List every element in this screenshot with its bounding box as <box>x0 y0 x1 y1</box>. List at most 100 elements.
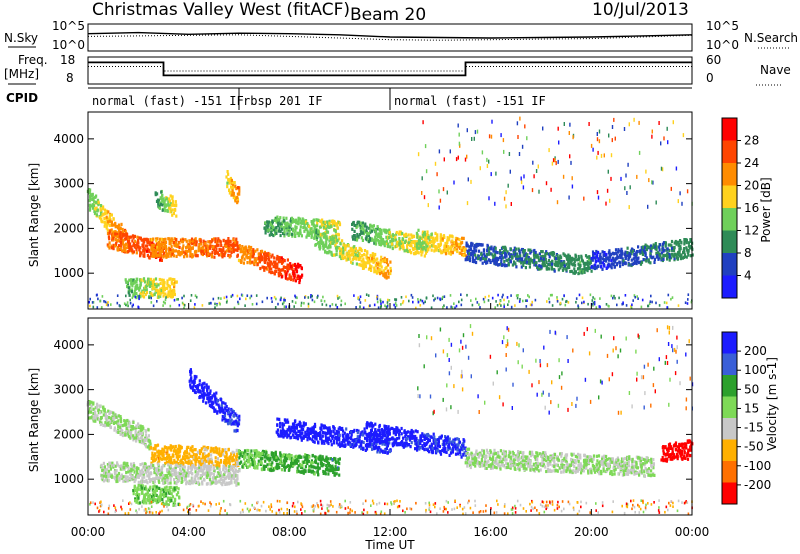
scatter-cell <box>303 455 306 459</box>
scatter-cell <box>556 296 558 299</box>
scatter-cell <box>243 457 246 461</box>
scatter-cell <box>373 238 376 242</box>
scatter-cell <box>214 245 217 249</box>
scatter-cell <box>150 251 153 255</box>
scatter-cell <box>649 251 652 255</box>
scatter-cell <box>112 418 115 422</box>
scatter-cell <box>369 236 372 240</box>
scatter-cell <box>270 267 273 271</box>
scatter-cell <box>129 247 133 251</box>
scatter-cell <box>89 188 92 192</box>
scatter-cell <box>277 229 281 233</box>
scatter-cell <box>441 237 444 241</box>
scatter-cell <box>286 267 289 271</box>
scatter-cell <box>191 455 194 459</box>
scatter-cell <box>259 256 263 260</box>
scatter-cell <box>297 464 300 468</box>
scatter-cell <box>119 417 122 421</box>
scatter-cell <box>652 180 654 185</box>
scatter-cell <box>220 403 223 408</box>
scatter-cell <box>424 300 426 304</box>
cpid-strip: CPID normal (fast) -151 IF rbsp 201 IF nor… <box>6 87 692 110</box>
scatter-cell <box>123 233 126 237</box>
scatter-cell <box>333 221 336 225</box>
scatter-cell <box>608 133 610 138</box>
scatter-cell <box>432 241 435 245</box>
scatter-cell <box>303 224 306 228</box>
scatter-cell <box>274 230 277 234</box>
scatter-cell <box>225 464 228 469</box>
freq-panel: Freq. [MHz] 18 8 60 0 Nave <box>4 53 791 86</box>
scatter-cell <box>196 387 199 391</box>
scatter-cell <box>117 248 120 252</box>
scatter-cell <box>284 265 287 270</box>
scatter-cell <box>682 133 685 138</box>
scatter-cell <box>645 256 648 260</box>
scatter-cell <box>322 463 325 467</box>
scatter-cell <box>614 296 616 300</box>
scatter-cell <box>671 248 674 252</box>
scatter-cell <box>286 222 289 227</box>
scatter-cell <box>136 245 139 249</box>
scatter-cell <box>655 245 658 249</box>
scatter-cell <box>317 472 320 476</box>
scatter-cell <box>494 246 497 250</box>
scatter-cell <box>524 299 527 302</box>
scatter-cell <box>237 300 239 304</box>
scatter-cell <box>360 226 363 230</box>
scatter-cell <box>236 429 239 433</box>
scatter-cell <box>210 396 214 400</box>
scatter-cell <box>244 455 247 459</box>
scatter-cell <box>268 228 271 232</box>
scatter-cell <box>227 253 230 257</box>
scatter-cell <box>339 242 342 246</box>
scatter-cell <box>284 465 287 469</box>
scatter-cell <box>201 245 204 249</box>
scatter-cell <box>241 465 244 469</box>
scatter-cell <box>426 245 429 249</box>
scatter-cell <box>327 457 330 461</box>
scatter-cell <box>335 235 338 240</box>
scatter-cell <box>198 456 201 460</box>
scatter-cell <box>239 452 242 456</box>
scatter-cell <box>300 266 303 270</box>
scatter-cell <box>178 447 181 451</box>
scatter-cell <box>168 249 171 253</box>
scatter-cell <box>522 185 525 190</box>
scatter-cell <box>455 244 458 248</box>
scatter-cell <box>385 261 389 265</box>
scatter-cell <box>201 459 204 463</box>
scatter-cell <box>417 300 420 304</box>
scatter-cell <box>313 230 316 234</box>
scatter-cell <box>310 235 313 239</box>
scatter-cell <box>193 306 196 309</box>
scatter-cell <box>156 450 159 454</box>
scatter-cell <box>398 232 401 236</box>
scatter-cell <box>560 261 563 265</box>
scatter-cell <box>524 252 527 256</box>
scatter-cell <box>266 253 269 257</box>
scatter-cell <box>310 295 312 299</box>
scatter-cell <box>587 302 589 306</box>
scatter-cell <box>376 257 379 261</box>
scatter-cell <box>587 257 591 262</box>
scatter-cell <box>605 201 607 206</box>
scatter-cell <box>171 199 175 203</box>
scatter-cell <box>547 262 550 267</box>
scatter-cell <box>621 257 624 261</box>
scatter-cell <box>317 218 320 222</box>
scatter-cell <box>307 469 310 473</box>
scatter-cell <box>224 448 227 452</box>
scatter-cell <box>248 464 251 468</box>
scatter-cell <box>550 262 554 266</box>
scatter-cell <box>185 249 188 254</box>
scatter-cell <box>271 270 274 274</box>
scatter-cell <box>126 243 129 248</box>
scatter-cell <box>217 243 220 247</box>
scatter-cell <box>394 302 397 305</box>
scatter-cell <box>495 256 498 260</box>
scatter-cell <box>653 260 656 264</box>
scatter-cell <box>91 197 94 202</box>
scatter-cell <box>109 229 112 233</box>
scatter-cell <box>291 234 294 238</box>
